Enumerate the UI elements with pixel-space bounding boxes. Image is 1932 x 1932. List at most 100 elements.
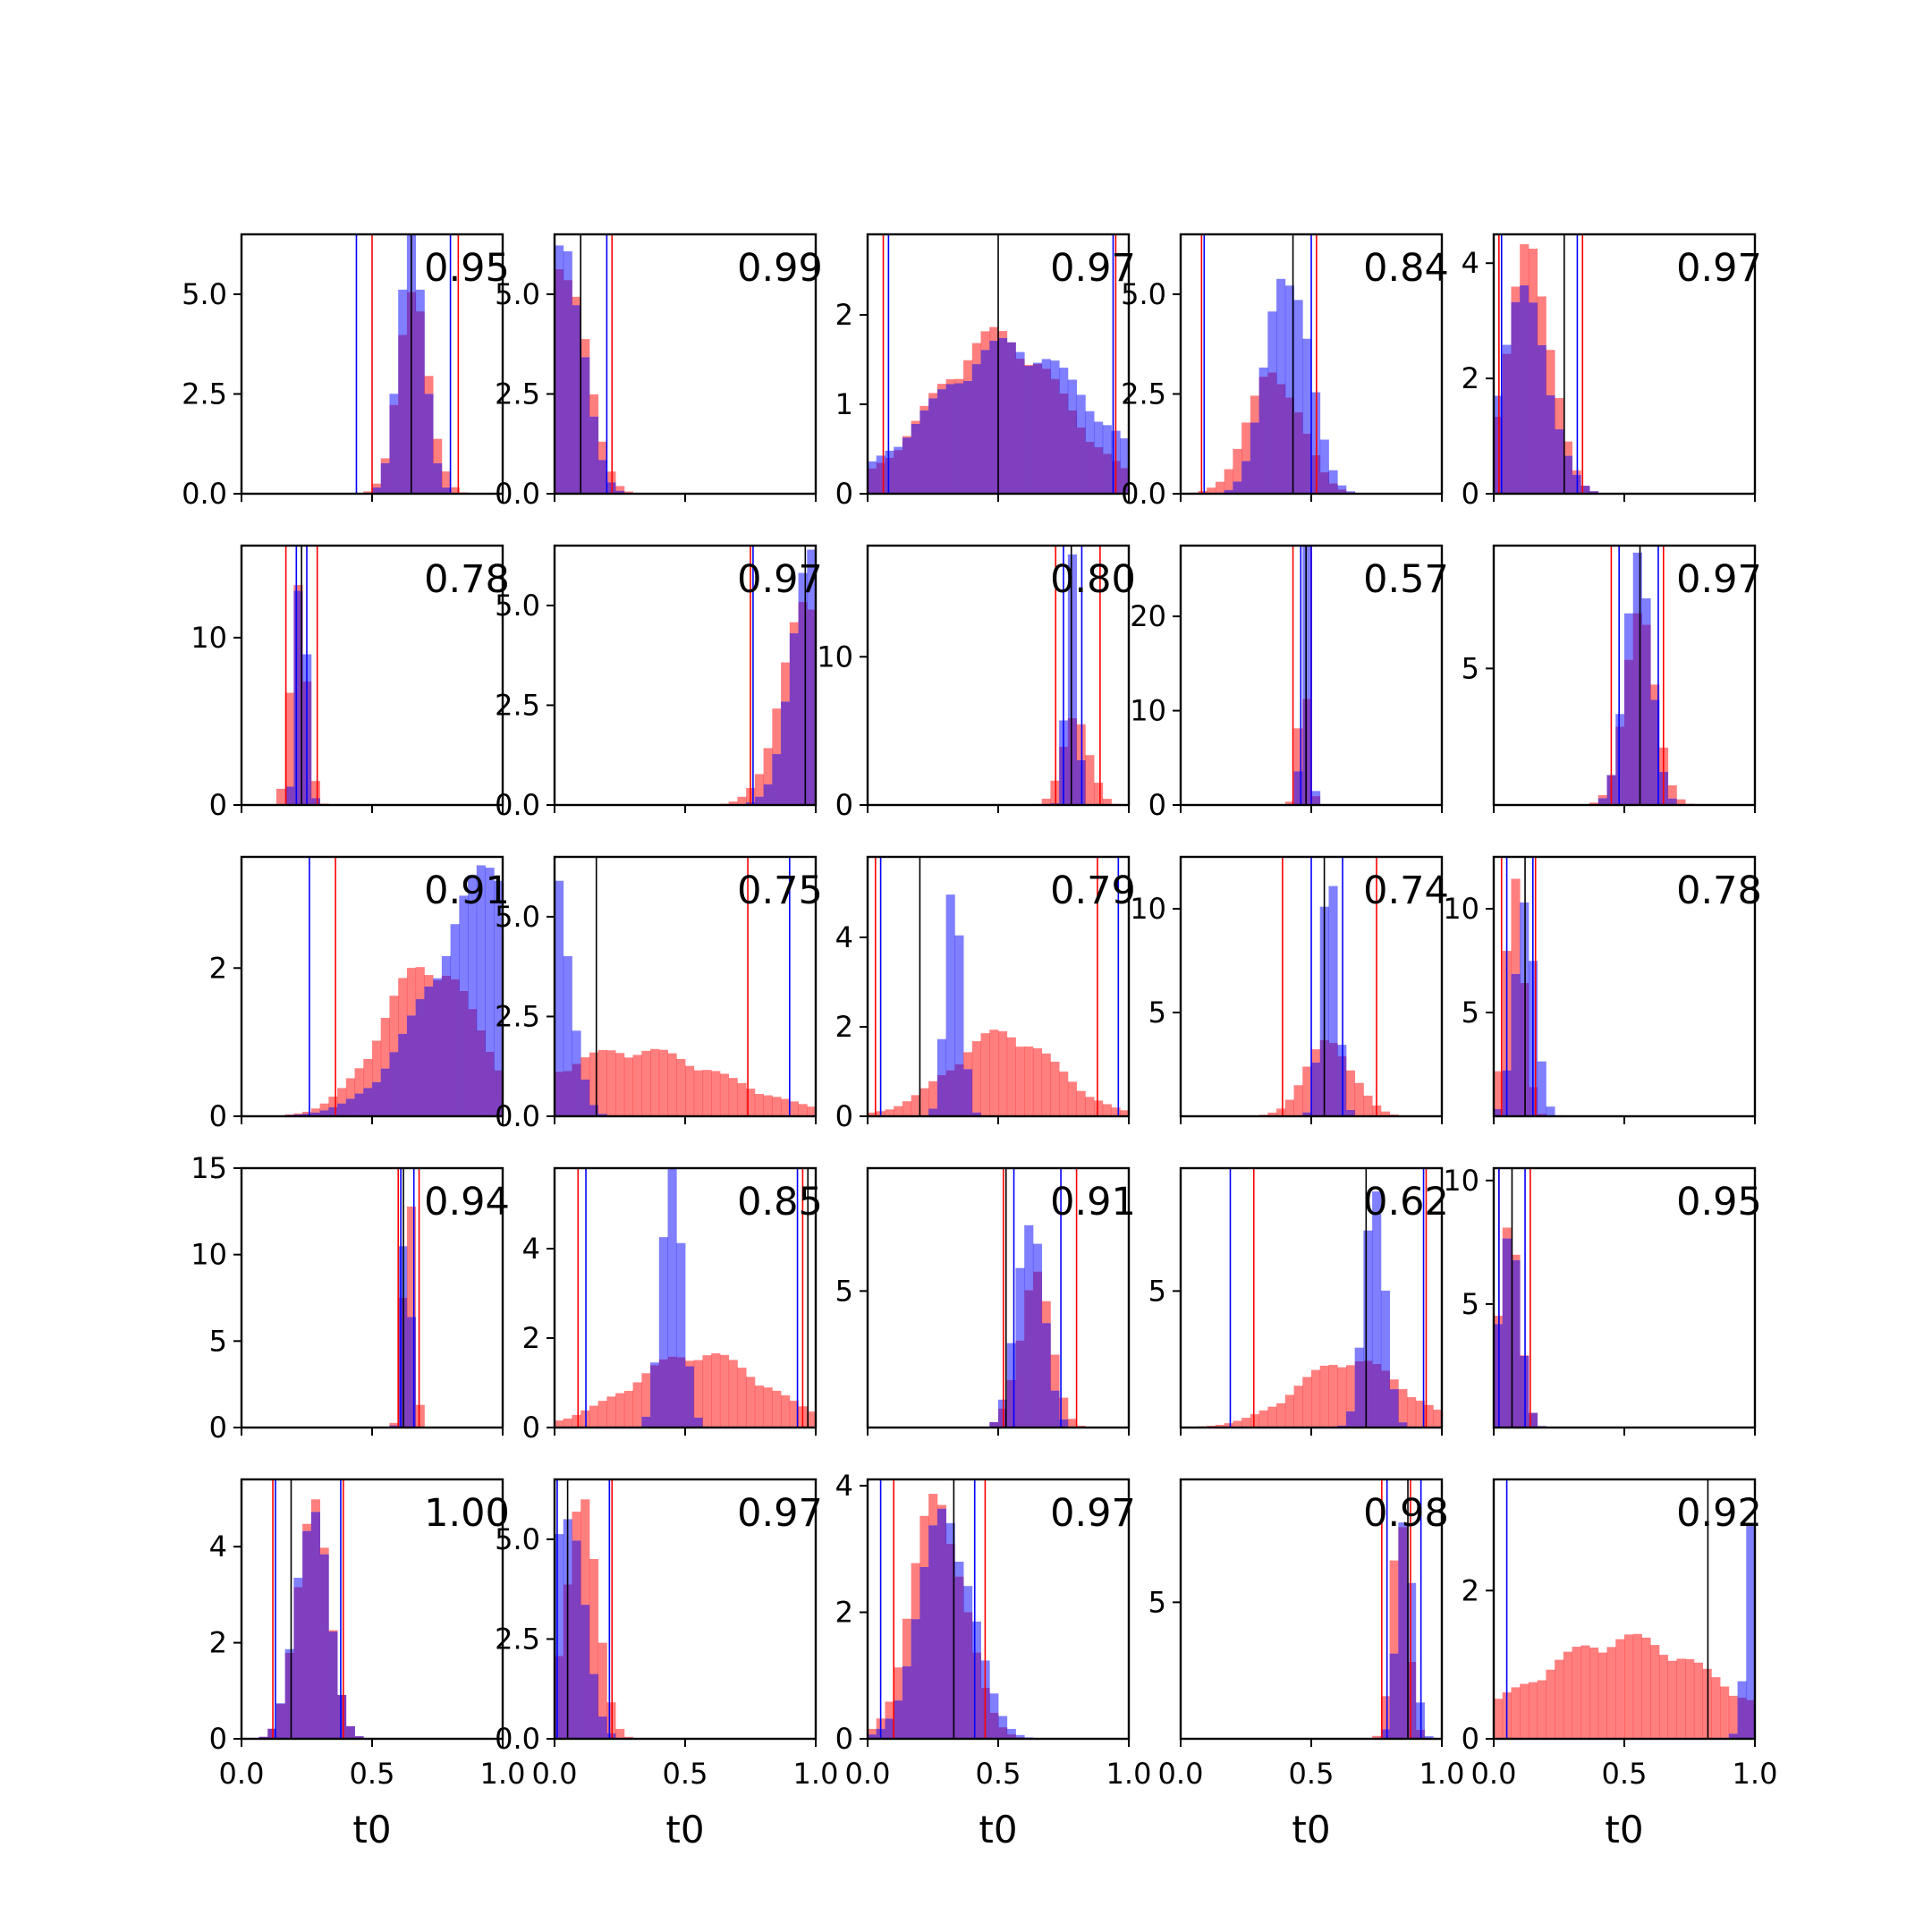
hist-bar-red — [711, 1353, 721, 1428]
hist-bar-red — [919, 1515, 929, 1567]
hist-bar-blue — [1258, 367, 1268, 377]
hist-bar-overlap — [1059, 393, 1069, 494]
hist-bar-red — [1555, 398, 1564, 429]
hist-bar-blue — [894, 446, 903, 451]
hist-bar-blue — [1337, 485, 1347, 490]
plot-area — [1032, 546, 1121, 805]
hist-bar-blue — [954, 1562, 964, 1577]
hist-bar-red — [807, 1411, 816, 1428]
hist-bar-red — [1250, 1414, 1259, 1428]
hist-bar-overlap — [555, 1072, 564, 1116]
hist-bar-overlap — [781, 701, 791, 805]
panel-score: 0.78 — [424, 557, 510, 602]
hist-bar-red — [1537, 1680, 1546, 1739]
plot-area — [1284, 546, 1321, 805]
plot-area — [868, 1479, 1034, 1739]
hist-bar-blue — [485, 868, 495, 1052]
plot-area — [555, 857, 816, 1116]
hist-bar-red — [963, 1052, 973, 1070]
hist-bar-overlap — [293, 590, 303, 805]
hist-bar-red — [763, 748, 773, 784]
hist-bar-overlap — [902, 1665, 912, 1739]
hist-bar-overlap — [302, 1114, 312, 1116]
hist-bar-red — [868, 1728, 877, 1735]
hist-bar-overlap — [1363, 1360, 1373, 1428]
hist-bar-blue — [275, 1703, 286, 1705]
hist-bar-red — [1102, 1104, 1112, 1116]
hist-bar-blue — [1354, 1347, 1364, 1361]
hist-bar-overlap — [1345, 1109, 1356, 1116]
y-tick-label: 2.5 — [1121, 377, 1166, 411]
hist-bar-overlap — [1345, 1411, 1356, 1428]
plot-area — [719, 546, 816, 805]
subplot-22: 0.0 2.5 5.0 0.0 0.5 1.0 0.97 t0 — [495, 1478, 838, 1852]
hist-bar-red — [1511, 1687, 1521, 1739]
hist-bar-blue — [563, 955, 572, 1072]
hist-bar-red — [589, 1052, 599, 1106]
hist-bar-red — [632, 1382, 642, 1428]
hist-bar-blue — [1363, 1230, 1373, 1361]
y-tick-label: 15 — [191, 1151, 227, 1185]
hist-bar-overlap — [1615, 726, 1625, 805]
hist-bar-red — [302, 1523, 312, 1531]
hist-bar-red — [781, 1395, 791, 1428]
x-tick-label: 1.0 — [1419, 1757, 1465, 1791]
hist-bar-overlap — [615, 490, 625, 494]
hist-bar-overlap — [1502, 1238, 1512, 1428]
hist-bar-overlap — [989, 1712, 999, 1739]
hist-bar-blue — [1737, 1681, 1747, 1699]
hist-bar-red — [284, 692, 294, 787]
y-tick-label: 4 — [1462, 246, 1479, 280]
hist-bar-red — [380, 458, 390, 463]
hist-bar-blue — [1015, 1267, 1025, 1341]
subplot-5: 0 2 4 0.97 — [1462, 233, 1762, 511]
hist-bar-overlap — [772, 754, 782, 805]
hist-bar-blue — [1015, 352, 1025, 360]
hist-bar-red — [1345, 1365, 1356, 1411]
hist-bar-overlap — [555, 1656, 564, 1739]
hist-bar-blue — [398, 289, 408, 335]
hist-bar-red — [1111, 1107, 1121, 1116]
subplot-25: 0 2 0.0 0.5 1.0 0.92 t0 — [1462, 1478, 1777, 1852]
hist-bar-red — [1597, 1652, 1607, 1739]
hist-bar-overlap — [902, 437, 912, 494]
hist-bar-blue — [555, 880, 564, 1072]
hist-bar-blue — [293, 1577, 303, 1588]
hist-bar-overlap — [789, 633, 799, 805]
subplot-23: 0 2 4 0.0 0.5 1.0 0.97 t0 — [835, 1469, 1152, 1852]
hist-bar-overlap — [1389, 1653, 1399, 1739]
y-tick-label: 5.0 — [495, 900, 540, 934]
hist-bar-overlap — [1032, 363, 1043, 494]
hist-bar-red — [1050, 1061, 1060, 1116]
hist-bar-overlap — [1580, 486, 1590, 494]
hist-bar-blue — [1267, 311, 1277, 373]
hist-bar-red — [754, 1385, 764, 1428]
hist-bar-red — [702, 1355, 712, 1427]
x-tick-label: 0.5 — [976, 1757, 1021, 1791]
hist-bar-overlap — [650, 1365, 660, 1428]
hist-bar-overlap — [424, 394, 434, 494]
hist-bar-red — [293, 585, 303, 591]
hist-bar-red — [789, 1401, 799, 1428]
y-tick-label: 5 — [1462, 996, 1479, 1030]
hist-bar-overlap — [433, 979, 443, 1116]
plot-area — [1372, 1479, 1434, 1739]
hist-bar-overlap — [693, 1417, 703, 1428]
hist-bar-overlap — [476, 1030, 486, 1116]
y-tick-label: 0 — [1462, 1722, 1479, 1756]
panel-score: 0.95 — [424, 246, 510, 291]
hist-bar-red — [1720, 1686, 1730, 1739]
hist-bar-red — [1085, 755, 1095, 805]
hist-bar-red — [1380, 1696, 1390, 1730]
hist-bar-red — [911, 1095, 920, 1116]
y-tick-label: 0 — [209, 1411, 227, 1445]
hist-bar-blue — [807, 549, 816, 610]
hist-bar-blue — [1085, 411, 1095, 442]
hist-bar-red — [998, 1030, 1008, 1116]
hist-bar-red — [606, 1050, 616, 1116]
x-tick-label: 0.0 — [1471, 1757, 1517, 1791]
hist-bar-red — [1024, 364, 1034, 367]
hist-bar-red — [572, 296, 581, 306]
hist-bar-red — [1641, 1637, 1651, 1739]
hist-bar-blue — [1006, 1343, 1016, 1380]
